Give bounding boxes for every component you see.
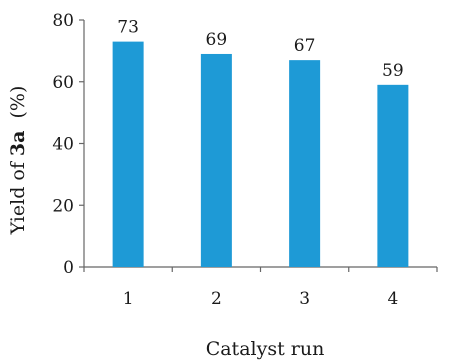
data-label: 69 <box>206 30 228 50</box>
y-axis-label-suffix: (%) <box>7 86 29 131</box>
data-label: 73 <box>117 18 139 38</box>
bar <box>289 60 321 268</box>
y-tick-label: 40 <box>52 135 74 155</box>
y-axis-label: Yield of 3a (%) <box>7 86 29 236</box>
bars <box>112 41 409 268</box>
y-tick-label: 60 <box>52 73 74 93</box>
y-axis-label-bold: 3a <box>7 131 29 157</box>
x-tick-label: 2 <box>211 289 222 309</box>
y-tick-label: 80 <box>52 11 74 31</box>
x-tick-label: 3 <box>299 289 310 309</box>
y-tick-label: 0 <box>63 258 74 278</box>
data-label: 67 <box>294 36 316 56</box>
y-axis: 0 20 40 60 80 <box>52 11 85 278</box>
x-axis: 1 2 3 4 <box>83 266 438 309</box>
bar <box>200 53 232 268</box>
y-axis-label-prefix: Yield of <box>7 156 29 235</box>
x-tick-label: 1 <box>123 289 134 309</box>
x-tick-label: 4 <box>387 289 398 309</box>
y-tick-label: 20 <box>52 196 74 216</box>
bar <box>112 41 144 267</box>
data-labels: 73 69 67 59 <box>117 18 403 81</box>
bar <box>377 84 409 268</box>
data-label: 59 <box>382 61 404 81</box>
x-axis-label: Catalyst run <box>206 338 325 360</box>
